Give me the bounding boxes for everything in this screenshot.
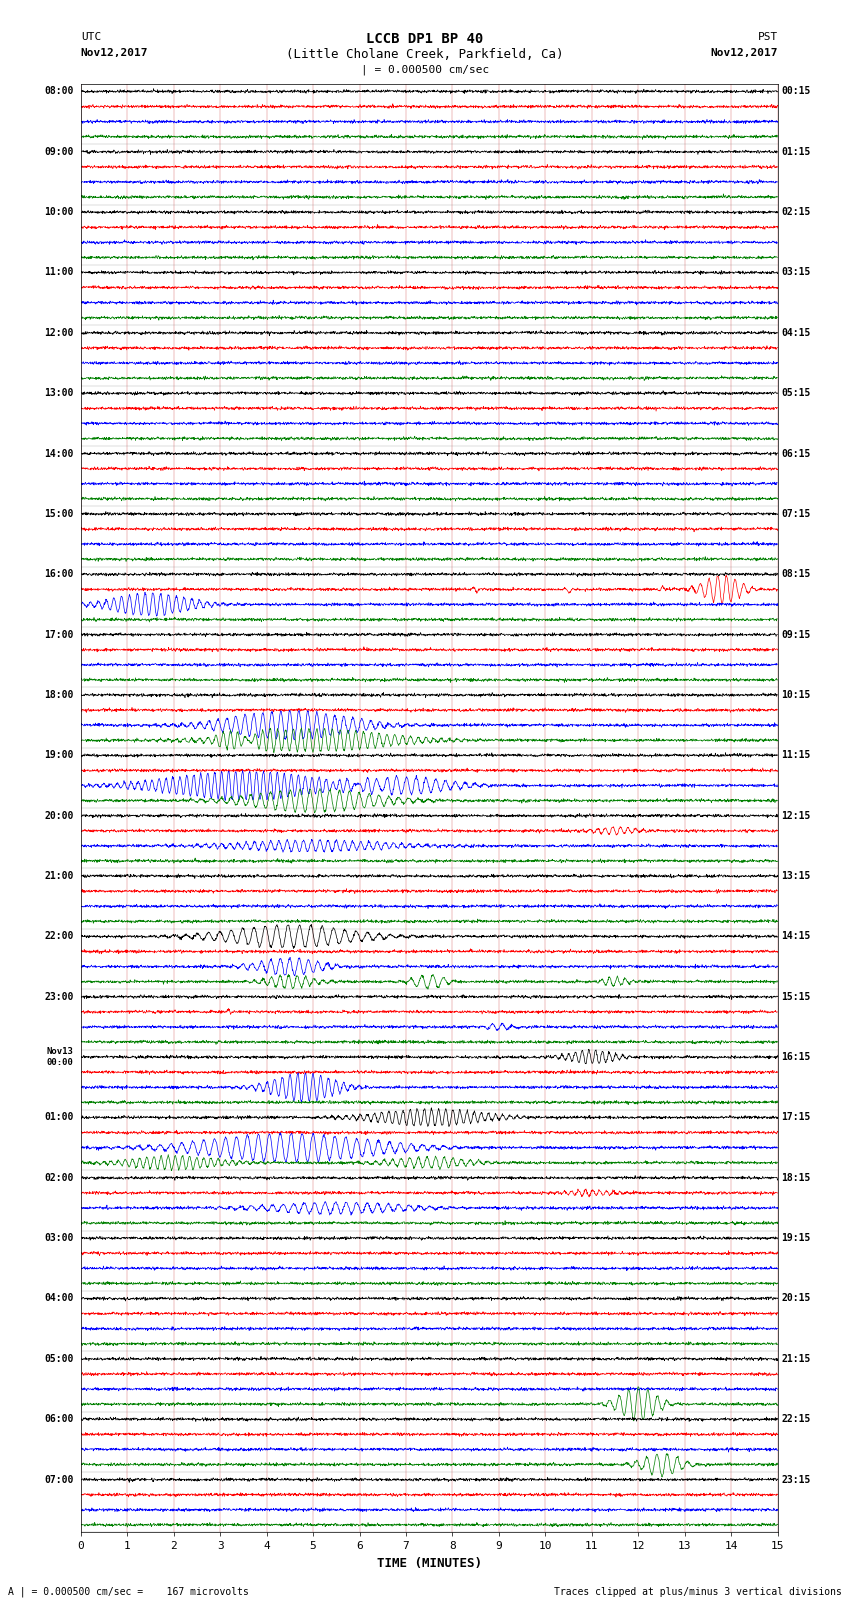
Text: 06:00: 06:00 — [44, 1415, 74, 1424]
Text: 14:00: 14:00 — [44, 448, 74, 458]
Text: 09:00: 09:00 — [44, 147, 74, 156]
Text: 07:00: 07:00 — [44, 1474, 74, 1484]
Text: 10:00: 10:00 — [44, 206, 74, 218]
Text: 00:15: 00:15 — [781, 87, 811, 97]
Text: 12:00: 12:00 — [44, 327, 74, 337]
Text: 04:15: 04:15 — [781, 327, 811, 337]
Text: 18:00: 18:00 — [44, 690, 74, 700]
X-axis label: TIME (MINUTES): TIME (MINUTES) — [377, 1557, 482, 1569]
Text: 18:15: 18:15 — [781, 1173, 811, 1182]
Text: 13:15: 13:15 — [781, 871, 811, 881]
Text: Nov13
00:00: Nov13 00:00 — [47, 1047, 74, 1066]
Text: 01:15: 01:15 — [781, 147, 811, 156]
Text: 19:15: 19:15 — [781, 1232, 811, 1244]
Text: 03:15: 03:15 — [781, 268, 811, 277]
Text: Traces clipped at plus/minus 3 vertical divisions: Traces clipped at plus/minus 3 vertical … — [553, 1587, 842, 1597]
Text: 08:00: 08:00 — [44, 87, 74, 97]
Text: Nov12,2017: Nov12,2017 — [81, 48, 148, 58]
Text: 05:15: 05:15 — [781, 389, 811, 398]
Text: 01:00: 01:00 — [44, 1113, 74, 1123]
Text: UTC: UTC — [81, 32, 101, 42]
Text: 22:15: 22:15 — [781, 1415, 811, 1424]
Text: 03:00: 03:00 — [44, 1232, 74, 1244]
Text: 15:00: 15:00 — [44, 508, 74, 519]
Text: 04:00: 04:00 — [44, 1294, 74, 1303]
Text: 22:00: 22:00 — [44, 931, 74, 942]
Text: 05:00: 05:00 — [44, 1353, 74, 1365]
Text: 11:15: 11:15 — [781, 750, 811, 760]
Text: 19:00: 19:00 — [44, 750, 74, 760]
Text: 15:15: 15:15 — [781, 992, 811, 1002]
Text: A | = 0.000500 cm/sec =    167 microvolts: A | = 0.000500 cm/sec = 167 microvolts — [8, 1586, 249, 1597]
Text: 06:15: 06:15 — [781, 448, 811, 458]
Text: 17:15: 17:15 — [781, 1113, 811, 1123]
Text: 10:15: 10:15 — [781, 690, 811, 700]
Text: 23:15: 23:15 — [781, 1474, 811, 1484]
Text: 08:15: 08:15 — [781, 569, 811, 579]
Text: 07:15: 07:15 — [781, 508, 811, 519]
Text: 21:15: 21:15 — [781, 1353, 811, 1365]
Text: 12:15: 12:15 — [781, 811, 811, 821]
Text: 02:00: 02:00 — [44, 1173, 74, 1182]
Text: 16:00: 16:00 — [44, 569, 74, 579]
Text: 14:15: 14:15 — [781, 931, 811, 942]
Text: | = 0.000500 cm/sec: | = 0.000500 cm/sec — [361, 65, 489, 76]
Text: 13:00: 13:00 — [44, 389, 74, 398]
Text: Nov12,2017: Nov12,2017 — [711, 48, 778, 58]
Text: 20:15: 20:15 — [781, 1294, 811, 1303]
Text: 02:15: 02:15 — [781, 206, 811, 218]
Text: 23:00: 23:00 — [44, 992, 74, 1002]
Text: 21:00: 21:00 — [44, 871, 74, 881]
Text: 16:15: 16:15 — [781, 1052, 811, 1061]
Text: (Little Cholane Creek, Parkfield, Ca): (Little Cholane Creek, Parkfield, Ca) — [286, 48, 564, 61]
Text: 09:15: 09:15 — [781, 629, 811, 640]
Text: PST: PST — [757, 32, 778, 42]
Text: LCCB DP1 BP 40: LCCB DP1 BP 40 — [366, 32, 484, 47]
Text: 11:00: 11:00 — [44, 268, 74, 277]
Text: 20:00: 20:00 — [44, 811, 74, 821]
Text: 17:00: 17:00 — [44, 629, 74, 640]
